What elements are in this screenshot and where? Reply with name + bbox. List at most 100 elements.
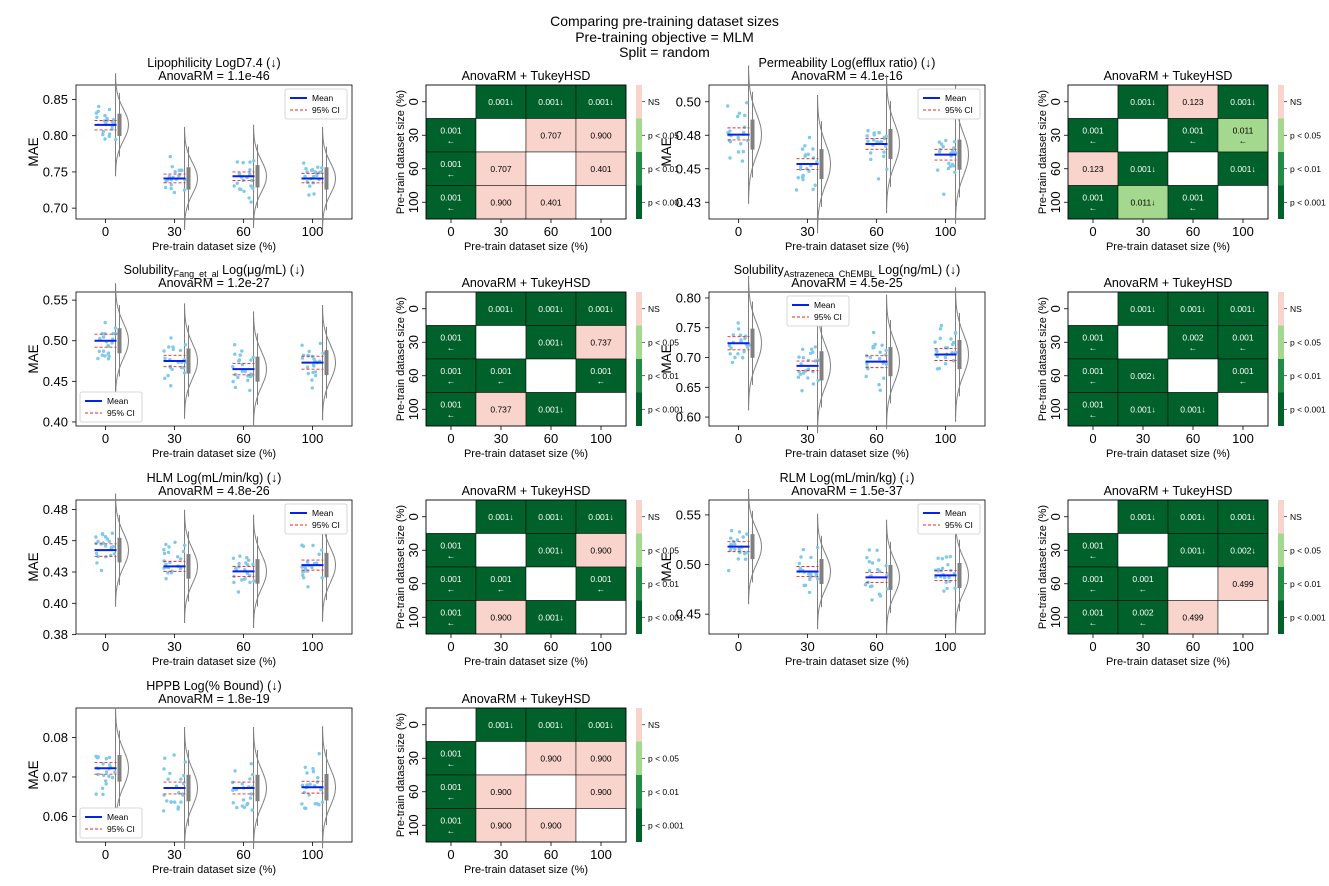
data-point bbox=[183, 343, 188, 347]
data-point bbox=[95, 756, 100, 760]
colorbar-segment bbox=[636, 775, 642, 809]
cell-line: ← bbox=[447, 202, 456, 212]
data-point bbox=[250, 178, 254, 183]
data-point bbox=[233, 769, 237, 773]
data-point bbox=[166, 777, 170, 781]
data-point bbox=[944, 555, 949, 559]
x-tick-label: 0 bbox=[447, 431, 454, 446]
y-tick-label: 30 bbox=[1048, 335, 1063, 349]
x-tick-label: 30 bbox=[800, 639, 814, 654]
heatmap-cell bbox=[475, 151, 527, 186]
data-point bbox=[872, 138, 876, 142]
data-point bbox=[867, 569, 872, 573]
y-tick-label: 30 bbox=[1048, 543, 1063, 557]
data-point bbox=[166, 550, 171, 555]
suptitle-line: Comparing pre-training dataset sizes bbox=[550, 13, 779, 29]
heatmap-cell bbox=[525, 808, 577, 843]
heatmap-cell-value: 0.737 bbox=[490, 404, 512, 414]
panel-title: SolubilityAstrazeneca_ChEMBL Log(ng/mL) … bbox=[734, 263, 961, 279]
data-point bbox=[101, 532, 105, 537]
heatmap-cell-value: 0.001 ← bbox=[1082, 574, 1104, 594]
data-point bbox=[232, 184, 236, 188]
cell-line: 0.001 bbox=[1082, 399, 1104, 409]
legend-ci-label: 95% CI bbox=[107, 824, 135, 834]
x-tick-label: 100 bbox=[1232, 639, 1254, 654]
data-point bbox=[953, 586, 957, 590]
data-point bbox=[303, 765, 307, 770]
data-point bbox=[240, 578, 244, 582]
data-point bbox=[103, 113, 107, 118]
data-point bbox=[881, 154, 886, 158]
data-point bbox=[164, 562, 168, 566]
heatmap-cell bbox=[575, 600, 627, 635]
heatmap-cell-value: 0.001↓ bbox=[588, 304, 614, 314]
data-point bbox=[104, 782, 108, 786]
colorbar: NS p < 0.05 p < 0.01 p < 0.001 bbox=[1278, 292, 1326, 426]
legend-mean-label: Mean bbox=[312, 93, 334, 103]
data-point bbox=[884, 564, 888, 568]
data-point bbox=[240, 782, 244, 786]
data-point bbox=[104, 779, 108, 783]
y-tick-label: 60 bbox=[406, 369, 421, 383]
data-point bbox=[807, 590, 812, 595]
data-point bbox=[741, 356, 745, 360]
data-point bbox=[728, 140, 733, 144]
data-point bbox=[245, 563, 250, 567]
data-point bbox=[179, 557, 183, 561]
data-point bbox=[101, 349, 106, 353]
data-point bbox=[944, 580, 948, 584]
colorbar-segment bbox=[1278, 392, 1284, 426]
heatmap-cell-value: 0.001↓ bbox=[1230, 304, 1256, 314]
colorbar-segment bbox=[1278, 152, 1284, 186]
data-point bbox=[952, 571, 957, 576]
data-point bbox=[169, 384, 173, 388]
colorbar-segment bbox=[1278, 600, 1284, 634]
data-point bbox=[733, 547, 737, 551]
data-point bbox=[166, 373, 170, 378]
data-point bbox=[94, 111, 99, 115]
heatmap-panel: AnovaRM + TukeyHSD 0.001↓ 0.001↓ 0.001↓ 0.00… bbox=[395, 484, 627, 668]
heatmap-cell-value: 0.900 bbox=[590, 545, 612, 555]
heatmap-cell-value: 0.001↓ bbox=[538, 612, 564, 622]
x-tick-label: 30 bbox=[800, 431, 814, 446]
title-main: Solubility bbox=[734, 263, 785, 277]
data-point bbox=[101, 130, 106, 134]
data-point bbox=[245, 571, 250, 575]
colorbar-label: NS bbox=[648, 97, 660, 107]
data-point bbox=[248, 388, 252, 393]
data-point bbox=[104, 770, 109, 774]
y-tick-label: 0.50 bbox=[43, 333, 68, 348]
heatmap-cell-value: 0.001↓ bbox=[1130, 512, 1156, 522]
data-point bbox=[95, 115, 99, 120]
data-point bbox=[319, 170, 323, 174]
x-tick-label: 30 bbox=[494, 431, 508, 446]
legend-box bbox=[917, 88, 981, 120]
heatmap-cell-value: 0.001↓ bbox=[1230, 512, 1256, 522]
colorbar-label: p < 0.01 bbox=[1290, 371, 1321, 381]
y-tick-label: 0 bbox=[406, 721, 421, 728]
cell-line: ← bbox=[1239, 376, 1248, 386]
violin-panel: Permeability Log(efflux ratio) (↓)AnovaR… bbox=[659, 56, 986, 253]
data-point bbox=[803, 144, 807, 148]
data-point bbox=[728, 129, 732, 133]
cell-line: ← bbox=[447, 617, 456, 627]
data-point bbox=[181, 549, 186, 554]
heatmap-title: AnovaRM + TukeyHSD bbox=[462, 484, 591, 498]
y-axis-label: MAE bbox=[26, 552, 41, 581]
data-point bbox=[879, 140, 884, 144]
colorbar-segment bbox=[636, 85, 642, 119]
data-point bbox=[740, 159, 745, 163]
data-point bbox=[811, 156, 816, 160]
colorbar-label: NS bbox=[648, 304, 660, 314]
data-point bbox=[865, 362, 869, 366]
y-tick-label: 0.38 bbox=[43, 627, 68, 642]
data-point bbox=[241, 161, 245, 165]
cell-line: 0.001 bbox=[440, 192, 462, 202]
y-tick-label: 30 bbox=[406, 128, 421, 142]
panel-title: Lipophilicity LogD7.4 (↓) bbox=[147, 56, 280, 70]
violin-shape bbox=[817, 513, 832, 630]
y-axis-label: MAE bbox=[659, 137, 674, 166]
data-point bbox=[248, 168, 252, 172]
heatmap-cell bbox=[1067, 533, 1119, 568]
heatmap-cell bbox=[1067, 291, 1119, 326]
